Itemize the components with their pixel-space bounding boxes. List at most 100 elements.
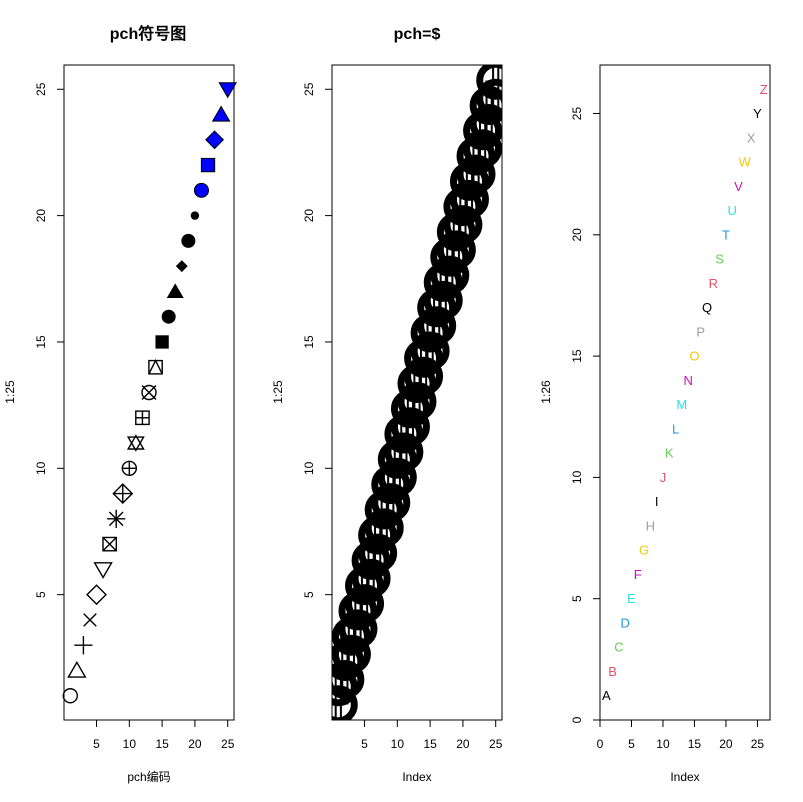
x-tick-label: 20 bbox=[188, 737, 202, 751]
x-axis: 5 10 15 20 25 bbox=[93, 719, 235, 751]
y-tick-label: 25 bbox=[570, 107, 584, 121]
data-point bbox=[181, 233, 196, 248]
y-tick-label: 20 bbox=[34, 209, 48, 223]
y-axis-label: 1:25 bbox=[3, 380, 17, 404]
x-tick-label: 25 bbox=[221, 737, 235, 751]
dollar-point: $ bbox=[476, 65, 502, 124]
x-tick-label: 10 bbox=[123, 737, 137, 751]
data-point bbox=[102, 536, 117, 552]
data-point bbox=[107, 509, 126, 528]
data-point bbox=[175, 260, 188, 273]
letter-point: B bbox=[608, 664, 617, 679]
x-tick-label: 5 bbox=[628, 737, 635, 751]
pch-symbol-chart: pch符号图 5 10 15 20 25 5 10 15 20 25 pch编码 1:25 bbox=[3, 24, 238, 784]
data-point bbox=[161, 309, 176, 324]
x-tick-label: 25 bbox=[751, 737, 765, 751]
x-tick-label: 10 bbox=[656, 737, 670, 751]
x-tick-label: 5 bbox=[361, 737, 368, 751]
y-tick-label: 0 bbox=[570, 716, 584, 723]
data-point bbox=[121, 460, 138, 477]
letter-point: L bbox=[672, 421, 679, 436]
data-point bbox=[93, 562, 113, 579]
y-axis-label: 1:25 bbox=[271, 380, 285, 404]
data-point bbox=[126, 434, 145, 452]
letter-point: F bbox=[634, 567, 642, 582]
x-tick-label: 5 bbox=[93, 737, 100, 751]
chart-title: pch符号图 bbox=[110, 24, 186, 43]
data-point bbox=[200, 157, 216, 173]
y-tick-label: 25 bbox=[302, 82, 316, 96]
x-axis-label: Index bbox=[670, 770, 699, 784]
x-axis-label: pch编码 bbox=[127, 769, 170, 784]
letter-point: D bbox=[620, 615, 629, 630]
y-tick-label: 5 bbox=[34, 591, 48, 598]
letter-point: Q bbox=[702, 300, 712, 315]
data-point bbox=[155, 335, 169, 349]
x-tick-label: 0 bbox=[597, 737, 604, 751]
y-tick-label: 10 bbox=[302, 461, 316, 475]
data-point bbox=[211, 105, 231, 122]
y-tick-label: 10 bbox=[34, 461, 48, 475]
data-point bbox=[193, 182, 209, 198]
x-tick-label: 25 bbox=[489, 737, 503, 751]
y-tick-label: 10 bbox=[570, 470, 584, 484]
data-point bbox=[67, 660, 87, 678]
x-tick-label: 20 bbox=[456, 737, 470, 751]
data-point bbox=[74, 636, 93, 655]
letter-point: A bbox=[602, 688, 611, 703]
y-axis: 5 10 15 20 25 bbox=[302, 82, 333, 598]
letter-point: R bbox=[709, 276, 718, 291]
y-tick-label: 5 bbox=[302, 591, 316, 598]
y-axis-label: 1:26 bbox=[539, 380, 553, 404]
data-point bbox=[218, 82, 238, 99]
dollar-point: $ bbox=[449, 156, 489, 225]
letter-chart: 0 5 10 15 20 25 0 5 10 15 20 25 ABCDEFGHIJKLMNOPQR… bbox=[539, 64, 771, 784]
y-tick-label: 20 bbox=[570, 228, 584, 242]
letter-point: E bbox=[627, 591, 636, 606]
letter-point: P bbox=[696, 324, 705, 339]
data-point bbox=[135, 410, 150, 426]
x-tick-label: 10 bbox=[391, 737, 405, 751]
data-point bbox=[141, 384, 157, 401]
data-point bbox=[205, 130, 225, 150]
data-point bbox=[148, 359, 163, 375]
data-point bbox=[83, 613, 97, 627]
y-axis: 5 10 15 20 25 bbox=[34, 82, 65, 598]
letter-point: Z bbox=[760, 82, 768, 97]
letter-point: V bbox=[734, 179, 743, 194]
letter-point: S bbox=[715, 252, 724, 267]
data-point bbox=[166, 283, 184, 298]
x-axis-label: Index bbox=[402, 770, 431, 784]
data-point bbox=[86, 584, 107, 606]
letter-point: U bbox=[728, 203, 737, 218]
y-tick-label: 15 bbox=[302, 335, 316, 349]
letter-point: M bbox=[676, 397, 687, 412]
x-tick-label: 15 bbox=[423, 737, 437, 751]
letter-point: G bbox=[639, 543, 649, 558]
letter-point: N bbox=[683, 373, 692, 388]
letter-point: W bbox=[739, 155, 752, 170]
dollar-point: $ bbox=[456, 131, 496, 200]
data-point bbox=[62, 688, 78, 704]
chart-title: pch=$ bbox=[394, 26, 441, 43]
y-tick-label: 25 bbox=[34, 82, 48, 96]
y-tick-label: 15 bbox=[570, 349, 584, 363]
y-tick-label: 15 bbox=[34, 335, 48, 349]
letter-point: T bbox=[722, 227, 730, 242]
data-point bbox=[190, 211, 200, 220]
letter-point: X bbox=[747, 130, 756, 145]
letter-point: I bbox=[655, 494, 659, 509]
x-axis: 0 5 10 15 20 25 bbox=[597, 719, 765, 751]
x-tick-label: 15 bbox=[688, 737, 702, 751]
data-points: $$$$$$$$$$$$$$$$$$$$$$$$$ bbox=[332, 65, 502, 720]
y-tick-label: 20 bbox=[302, 209, 316, 223]
letter-point: H bbox=[646, 518, 655, 533]
x-axis: 5 10 15 20 25 bbox=[361, 719, 503, 751]
x-tick-label: 15 bbox=[155, 737, 169, 751]
y-tick-label: 5 bbox=[570, 595, 584, 602]
x-tick-label: 20 bbox=[719, 737, 733, 751]
letter-point: O bbox=[689, 349, 699, 364]
